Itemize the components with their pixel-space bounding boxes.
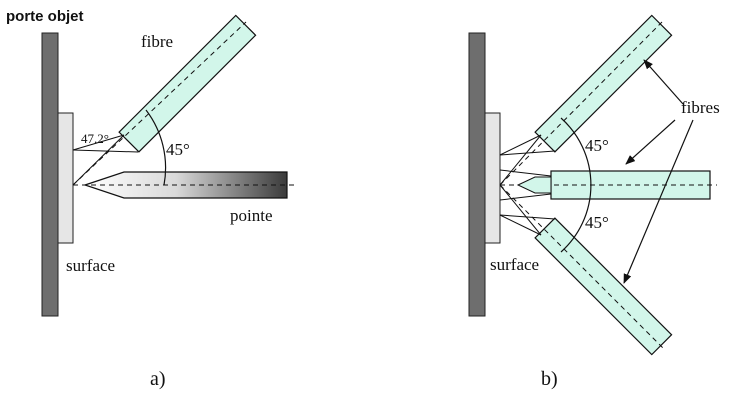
cone-line-a2: [72, 149, 139, 153]
fiber-label-a: fibre: [141, 32, 173, 51]
surface-label-b: surface: [490, 255, 539, 274]
ray-b8: [499, 193, 552, 201]
tip-b: [516, 176, 552, 194]
surface-label-a: surface: [66, 256, 115, 275]
angle-large-label-a: 45°: [166, 140, 190, 159]
angle-bottom-label-b: 45°: [585, 213, 609, 232]
fiber-axis-b-top: [499, 21, 663, 186]
ray-b4: [499, 214, 542, 236]
ray-b1: [499, 134, 542, 156]
holder-label-a: porte objet: [6, 8, 84, 25]
surface-plate-a: [57, 112, 74, 244]
panel-a: porte objet fibre 47.2° 45° pointe surfa…: [6, 8, 295, 390]
holder-bar-a: [41, 32, 59, 317]
angle-top-label-b: 45°: [585, 136, 609, 155]
caption-b: b): [541, 368, 558, 390]
angle-arc-a: [145, 109, 167, 186]
cone-line-a1: [72, 134, 125, 151]
fibers-label-b: fibres: [681, 98, 720, 117]
angle-arc-b: [560, 117, 592, 253]
holder-bar-b: [468, 32, 486, 317]
fiber-axis-a: [72, 21, 247, 186]
panel-b: 45° 45° fibres surface b): [468, 14, 720, 390]
ray-b5: [499, 214, 556, 220]
ray-b2: [499, 150, 556, 156]
fiber-b-top: [534, 14, 673, 153]
arrow-b-bottom: [623, 119, 694, 284]
tip-label-a: pointe: [230, 206, 273, 225]
fiber-a: [118, 14, 257, 153]
ray-b6: [499, 184, 542, 236]
surface-plate-b: [484, 112, 501, 244]
fiber-b-bottom: [534, 217, 673, 356]
angle-small-label-a: 47.2°: [81, 131, 109, 146]
arrow-b-top: [643, 59, 684, 105]
cone-line-a3: [72, 134, 125, 186]
arrow-b-middle: [625, 119, 676, 165]
caption-a: a): [150, 368, 166, 390]
ray-b7: [499, 169, 552, 177]
fiber-axis-b-bottom: [499, 184, 666, 351]
ray-b3: [499, 134, 542, 186]
